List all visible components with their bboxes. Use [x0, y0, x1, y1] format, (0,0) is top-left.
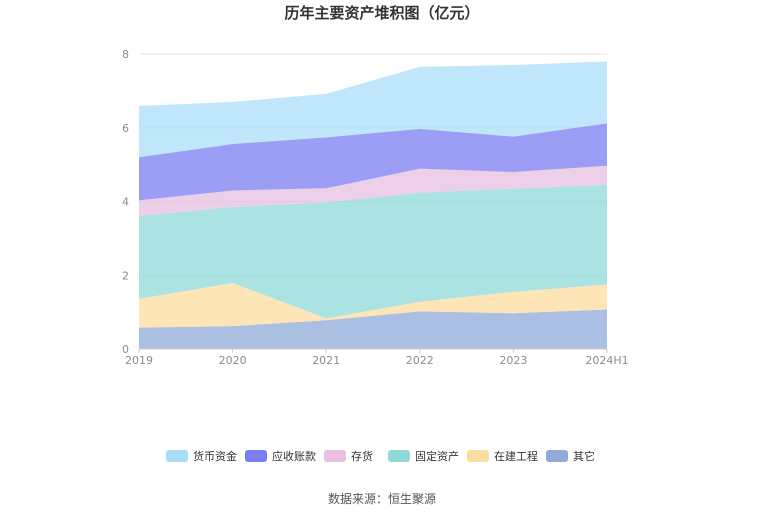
legend-item[interactable]: 应收账款 — [245, 449, 316, 463]
chart-title: 历年主要资产堆积图（亿元） — [284, 4, 479, 22]
area-series-0[interactable] — [139, 309, 607, 349]
legend-swatch — [166, 450, 188, 462]
area-series-3[interactable] — [139, 165, 607, 216]
x-tick-label: 2021 — [312, 354, 340, 367]
y-tick-label: 8 — [122, 48, 129, 61]
legend-label: 在建工程 — [494, 449, 538, 463]
x-tick-label: 2023 — [499, 354, 527, 367]
area-series-5[interactable] — [139, 61, 607, 158]
legend-item[interactable]: 其它 — [546, 449, 595, 463]
legend-item[interactable]: 在建工程 — [467, 449, 538, 463]
area-series-2[interactable] — [139, 184, 607, 319]
legend-swatch — [324, 450, 346, 462]
y-tick-label: 4 — [122, 196, 129, 209]
x-tick-label: 2020 — [219, 354, 247, 367]
legend-label: 其它 — [573, 449, 595, 463]
legend-item[interactable]: 存货 — [324, 449, 373, 463]
area-series-1[interactable] — [139, 282, 607, 328]
axes: 0 2 4 6 8 2019 2020 2021 2022 2023 2024H1 — [122, 48, 629, 367]
legend[interactable]: 货币资金 应收账款 存货 固定资产 在建工程 其它 — [166, 449, 595, 463]
legend-label: 存货 — [351, 449, 373, 463]
legend-item[interactable]: 货币资金 — [166, 449, 237, 463]
legend-label: 固定资产 — [415, 449, 459, 463]
x-tick-label: 2022 — [406, 354, 434, 367]
area-series-group — [139, 61, 607, 349]
y-tick-label: 2 — [122, 269, 129, 282]
y-tick-label: 0 — [122, 343, 129, 356]
legend-swatch — [388, 450, 410, 462]
legend-label: 应收账款 — [272, 449, 316, 463]
x-tick-label: 2019 — [125, 354, 153, 367]
legend-item[interactable]: 固定资产 — [388, 449, 459, 463]
legend-swatch — [546, 450, 568, 462]
legend-swatch — [467, 450, 489, 462]
y-tick-label: 6 — [122, 122, 129, 135]
legend-swatch — [245, 450, 267, 462]
x-tick-label: 2024H1 — [585, 354, 628, 367]
legend-label: 货币资金 — [193, 449, 237, 463]
source-note: 数据来源：恒生聚源 — [328, 491, 436, 506]
area-series-4[interactable] — [139, 123, 607, 201]
